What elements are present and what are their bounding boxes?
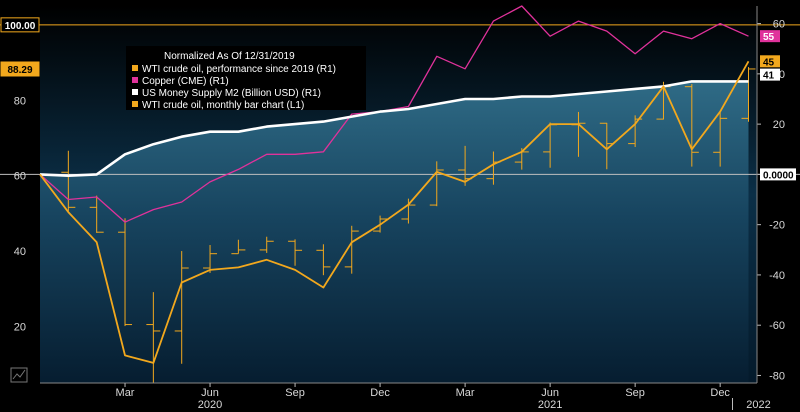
- x-tick-label: Jun: [201, 387, 219, 399]
- m2-area: [40, 81, 749, 384]
- right-tick-label: -60: [769, 320, 785, 332]
- ohlc-bar: [118, 218, 133, 327]
- ohlc-bar: [684, 84, 699, 167]
- right-tick-label: -20: [769, 220, 785, 232]
- legend-title: Normalized As Of 12/31/2019: [164, 51, 295, 62]
- left-value-flag-label: 88.29: [7, 65, 32, 76]
- legend-entry: Copper (CME) (R1): [142, 76, 229, 87]
- value-flags: 100.00 88.29 55 45 41 0.0000: [0, 17, 796, 181]
- x-tick-label: Dec: [710, 387, 730, 399]
- legend-box: [126, 46, 366, 110]
- ohlc-bar: [231, 239, 246, 255]
- ohlc-bar: [146, 292, 161, 383]
- x-tick-label: Dec: [370, 387, 390, 399]
- ohlc-bar: [89, 195, 104, 233]
- right-value-flag: [760, 168, 796, 181]
- left-value-flag: [0, 17, 40, 33]
- chart-options-icon-glyph: [12, 369, 26, 380]
- ohlc-bar: [259, 236, 274, 253]
- ohlc-bar: [741, 67, 756, 122]
- legend-entry: WTI crude oil, performance since 2019 (R…: [142, 64, 336, 75]
- x-tick-label: Jun: [541, 387, 559, 399]
- ohlc-bar: [203, 245, 218, 273]
- x-tick-label: Sep: [285, 387, 305, 399]
- x-tick-label: Sep: [625, 387, 645, 399]
- chart-icon[interactable]: [10, 367, 28, 383]
- reference-lines: [0, 24, 800, 175]
- legend-swatch: [132, 65, 138, 71]
- right-value-flag: [760, 55, 780, 68]
- axes: 20406080-80-60-40-200204060MarJunSepDecM…: [14, 6, 785, 411]
- legend-entry: WTI crude oil, monthly bar chart (L1): [142, 100, 304, 111]
- right-value-flag-label: 41: [763, 71, 775, 82]
- ohlc-bar: [61, 150, 76, 212]
- legend-swatch: [132, 89, 138, 95]
- ohlc-bar: [344, 225, 359, 274]
- chart-options-icon[interactable]: [10, 367, 28, 383]
- right-value-flag-label: 55: [763, 32, 775, 43]
- ohlc-bar: [713, 111, 728, 167]
- ohlc-bars: [61, 67, 756, 383]
- legend: Normalized As Of 12/31/2019 WTI crude oi…: [126, 46, 366, 111]
- x-tick-label: Mar: [116, 387, 135, 399]
- series-lines: [39, 5, 750, 364]
- legend-swatch: [132, 77, 138, 83]
- left-tick-label: 80: [14, 95, 26, 107]
- ohlc-bar: [429, 161, 444, 207]
- right-value-flag: [760, 30, 780, 43]
- year-label: 2022: [746, 399, 770, 411]
- right-value-flag-label: 0.0000: [763, 170, 794, 181]
- ohlc-bar: [401, 198, 416, 224]
- x-tick-label: Mar: [456, 387, 475, 399]
- left-value-flag: [0, 61, 40, 77]
- year-label: 2021: [538, 399, 562, 411]
- left-tick-label: 20: [14, 321, 26, 333]
- left-tick-label: 40: [14, 246, 26, 258]
- right-tick-label: 60: [773, 19, 785, 31]
- wti-line: [39, 60, 750, 364]
- m2-line: [39, 80, 749, 177]
- left-tick-label: 60: [14, 171, 26, 183]
- ohlc-bar: [316, 244, 331, 276]
- legend-swatch: [132, 101, 138, 107]
- right-value-flag: [760, 68, 780, 81]
- legend-entry: US Money Supply M2 (Billion USD) (R1): [142, 88, 321, 99]
- left-value-flag-label: 100.00: [5, 21, 36, 32]
- ohlc-bar: [288, 239, 303, 266]
- right-value-flag-label: 45: [763, 57, 775, 68]
- ohlc-bar: [174, 251, 189, 364]
- right-tick-label: -80: [769, 370, 785, 382]
- m2-area-layer: [40, 81, 749, 384]
- year-label: 2020: [198, 399, 222, 411]
- right-tick-label: 20: [773, 119, 785, 131]
- right-tick-label: -40: [769, 270, 785, 282]
